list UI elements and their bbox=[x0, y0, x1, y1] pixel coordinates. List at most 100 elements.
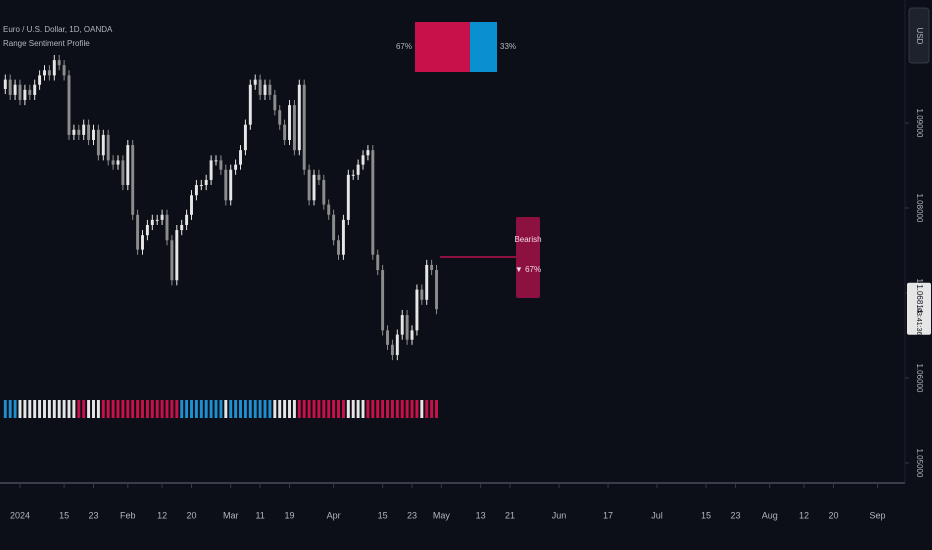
candle-body bbox=[361, 155, 365, 165]
sentiment-strip-cell bbox=[273, 400, 277, 418]
x-tick-label: 20 bbox=[186, 510, 196, 520]
x-tick-label: 23 bbox=[88, 510, 98, 520]
candle-body bbox=[371, 150, 375, 255]
sentiment-strip-cell bbox=[87, 400, 91, 418]
x-tick-label: Feb bbox=[120, 510, 136, 520]
x-tick-label: 2024 bbox=[10, 510, 30, 520]
sentiment-strip-cell bbox=[219, 400, 223, 418]
candle-body bbox=[234, 164, 238, 170]
candle-body bbox=[332, 214, 336, 241]
sentiment-strip-cell bbox=[28, 400, 32, 418]
y-tick-label: 1.06000 bbox=[915, 364, 924, 393]
sentiment-strip-cell bbox=[77, 400, 81, 418]
sentiment-strip-cell bbox=[361, 400, 365, 418]
x-tick-label: Jul bbox=[651, 510, 663, 520]
sentiment-strip-cell bbox=[96, 400, 100, 418]
candle-body bbox=[337, 240, 340, 255]
x-tick-label: Apr bbox=[327, 510, 341, 520]
x-tick-label: 17 bbox=[603, 510, 613, 520]
candle-body bbox=[116, 160, 120, 165]
sentiment-strip-cell bbox=[47, 400, 51, 418]
x-tick-label: 12 bbox=[157, 510, 167, 520]
candle-body bbox=[386, 330, 389, 345]
candle-body bbox=[77, 129, 81, 135]
candle-body bbox=[224, 169, 228, 201]
x-tick-label: Aug bbox=[762, 510, 778, 520]
candle-body bbox=[72, 129, 76, 135]
candle-body bbox=[126, 145, 130, 186]
x-tick-label: 21 bbox=[505, 510, 515, 520]
x-tick-label: Sep bbox=[870, 510, 886, 520]
candle-body bbox=[307, 169, 311, 201]
candle-body bbox=[82, 124, 86, 135]
candle-body bbox=[92, 129, 95, 140]
sentiment-strip-cell bbox=[18, 400, 22, 418]
sentiment-strip-cell bbox=[136, 400, 140, 418]
candle-body bbox=[253, 79, 257, 85]
sentiment-strip-cell bbox=[312, 400, 316, 418]
candle-body bbox=[47, 70, 51, 76]
sentiment-strip-cell bbox=[145, 400, 149, 418]
x-tick-label: May bbox=[433, 510, 451, 520]
countdown: 03:41:36 bbox=[915, 308, 922, 335]
sentiment-strip-cell bbox=[33, 400, 37, 418]
sentiment-strip-cell bbox=[425, 400, 429, 418]
candle-body bbox=[141, 235, 144, 250]
candle-body bbox=[209, 160, 213, 180]
sentiment-strip-cell bbox=[278, 400, 282, 418]
candle-body bbox=[410, 330, 414, 340]
candle-body bbox=[194, 185, 198, 196]
sentiment-bar bbox=[469, 22, 497, 72]
candle-body bbox=[28, 89, 32, 95]
sentiment-strip-cell bbox=[106, 400, 110, 418]
sentiment-strip-cell bbox=[307, 400, 311, 418]
sentiment-strip-cell bbox=[180, 400, 184, 418]
sentiment-label: 67% bbox=[396, 42, 412, 51]
signal-value: ▼ 67% bbox=[515, 265, 541, 274]
sentiment-strip-cell bbox=[204, 400, 208, 418]
candle-body bbox=[425, 264, 429, 300]
candle-body bbox=[381, 270, 385, 331]
signal-text: Bearish bbox=[514, 235, 541, 244]
candle-body bbox=[400, 315, 404, 335]
signal-box bbox=[516, 217, 540, 298]
sentiment-strip-cell bbox=[415, 400, 419, 418]
sentiment-strip-cell bbox=[337, 400, 340, 418]
candle-body bbox=[288, 105, 291, 140]
sentiment-strip-cell bbox=[160, 400, 164, 418]
sentiment-strip-cell bbox=[341, 400, 345, 418]
candle-body bbox=[96, 129, 100, 156]
sentiment-strip-cell bbox=[327, 400, 331, 418]
sentiment-strip-cell bbox=[62, 400, 66, 418]
candle-body bbox=[229, 169, 233, 201]
sentiment-strip-cell bbox=[356, 400, 360, 418]
candle-body bbox=[366, 150, 370, 156]
x-tick-label: 23 bbox=[407, 510, 417, 520]
currency[interactable]: USD bbox=[915, 28, 924, 45]
sentiment-strip-cell bbox=[199, 400, 203, 418]
sentiment-strip-cell bbox=[165, 400, 169, 418]
sentiment-strip-cell bbox=[3, 400, 7, 418]
candle-body bbox=[322, 179, 326, 205]
sentiment-strip-cell bbox=[126, 400, 130, 418]
sentiment-strip-cell bbox=[116, 400, 120, 418]
sentiment-strip-cell bbox=[8, 400, 12, 418]
candle-body bbox=[302, 84, 306, 170]
sentiment-strip-cell bbox=[229, 400, 233, 418]
sentiment-strip-cell bbox=[214, 400, 218, 418]
candle-body bbox=[131, 145, 135, 215]
sentiment-strip-cell bbox=[52, 400, 56, 418]
sentiment-strip-cell bbox=[366, 400, 370, 418]
currency-button[interactable] bbox=[908, 7, 930, 64]
candle-body bbox=[150, 219, 154, 225]
candle-body bbox=[312, 174, 316, 201]
candle-body bbox=[101, 134, 105, 156]
candle-body bbox=[405, 315, 409, 340]
candle-body bbox=[341, 219, 345, 255]
last-price: 1.06814 bbox=[915, 284, 924, 313]
sentiment-strip-cell bbox=[390, 400, 394, 418]
indicator-name: Range Sentiment Profile bbox=[3, 39, 90, 48]
x-tick-label: Jun bbox=[552, 510, 567, 520]
sentiment-strip-cell bbox=[376, 400, 380, 418]
